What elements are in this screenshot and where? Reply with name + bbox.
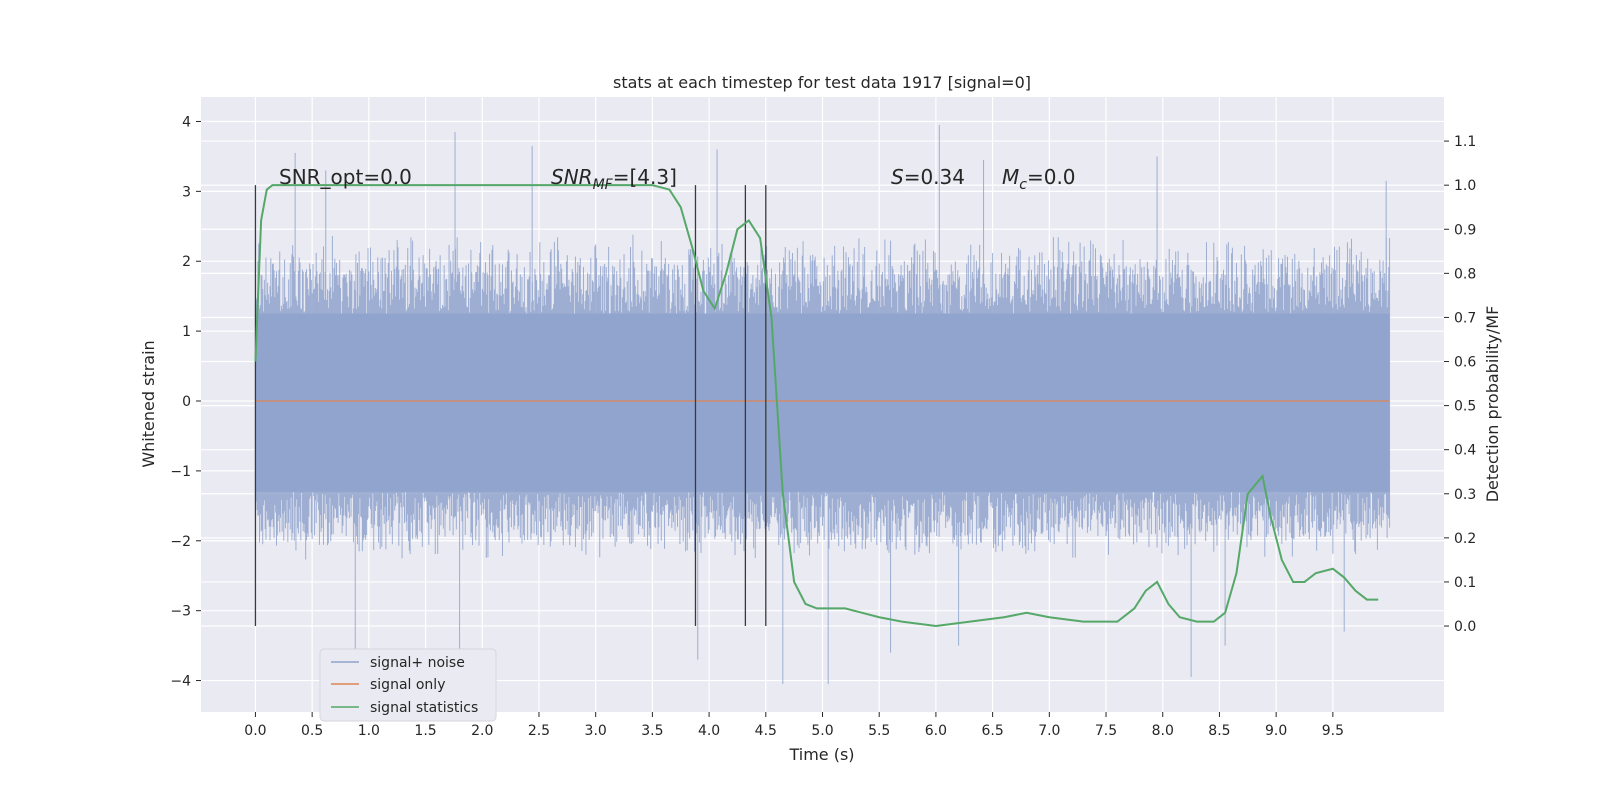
y-tick-label-5: 1 [182,324,191,340]
legend-label-signal-statistics: signal statistics [370,700,478,716]
y-tick-label-2: −2 [170,534,191,550]
x-tick-label-3: 1.5 [414,723,436,739]
y2-axis-label: Detection probability/MF [1483,306,1502,503]
annotation-snr-mf: SNRMF=[4.3] [551,165,677,193]
x-tick-label-16: 8.0 [1152,723,1174,739]
y-tick-label-4: 0 [182,394,191,410]
y2-tick-label-11: 1.1 [1454,134,1476,150]
signal-noise-dense-band [255,313,1390,492]
x-tick-label-8: 4.0 [698,723,720,739]
signal-noise-series [254,124,1391,688]
y-tick-label-3: −1 [170,464,191,480]
x-tick-label-18: 9.0 [1265,723,1287,739]
y2-tick-label-6: 0.6 [1454,355,1476,371]
x-tick-label-19: 9.5 [1322,723,1344,739]
y-axis-label: Whitened strain [139,340,158,467]
x-tick-label-11: 5.5 [868,723,890,739]
y2-axis-ticks: 0.0 0.1 0.2 0.3 0.4 0.5 0.6 0.7 0.8 0.9 1.0 1.1 [1444,134,1476,635]
x-tick-label-7: 3.5 [641,723,663,739]
x-tick-label-6: 3.0 [585,723,607,739]
legend: signal+ noise signal only signal statist… [319,648,497,722]
x-tick-label-14: 7.0 [1038,723,1060,739]
legend-box [319,648,497,722]
annotation-snr-opt: SNR_opt=0.0 [279,165,412,189]
x-axis-ticks: 0.0 0.5 1.0 1.5 2.0 2.5 3.0 3.5 4.0 4.5 5.0 5.5 6.0 6… [244,712,1344,739]
x-tick-label-10: 5.0 [811,723,833,739]
y2-tick-label-10: 1.0 [1454,178,1476,194]
chart-title: stats at each timestep for test data 191… [613,73,1031,92]
y2-tick-label-7: 0.7 [1454,310,1476,326]
x-tick-label-13: 6.5 [981,723,1003,739]
y2-tick-label-5: 0.5 [1454,399,1476,415]
y-tick-label-7: 3 [182,184,191,200]
y2-tick-label-1: 0.1 [1454,575,1476,591]
legend-label-signal-noise: signal+ noise [370,655,465,671]
x-tick-label-5: 2.5 [528,723,550,739]
signal-statistics-series [254,184,1379,628]
x-tick-label-2: 1.0 [358,723,380,739]
y-tick-label-1: −3 [170,604,191,620]
x-tick-label-1: 0.5 [301,723,323,739]
y-tick-label-8: 4 [182,114,191,130]
x-axis-label: Time (s) [788,745,854,764]
y-tick-label-6: 2 [182,254,191,270]
annotation-s: S=0.34 [891,165,965,189]
annotations: SNR_opt=0.0 SNRMF=[4.3] S=0.34 Mc=0.0 [279,165,1076,193]
legend-label-signal-only: signal only [370,677,445,693]
signal-statistics-line [254,184,1379,628]
annotation-mc: Mc=0.0 [1002,165,1076,193]
x-tick-label-12: 6.0 [925,723,947,739]
x-tick-label-17: 8.5 [1208,723,1230,739]
y-axis-ticks: −4 −3 −2 −1 0 1 2 3 4 [170,114,201,690]
y2-tick-label-3: 0.3 [1454,487,1476,503]
y2-tick-label-0: 0.0 [1454,619,1476,635]
y2-tick-label-2: 0.2 [1454,531,1476,547]
x-tick-label-4: 2.0 [471,723,493,739]
x-tick-label-15: 7.5 [1095,723,1117,739]
y-tick-label-0: −4 [170,674,191,690]
x-tick-label-0: 0.0 [244,723,266,739]
y2-tick-label-8: 0.8 [1454,266,1476,282]
y2-tick-label-4: 0.4 [1454,443,1476,459]
x-tick-label-9: 4.5 [755,723,777,739]
y2-tick-label-9: 0.9 [1454,222,1476,238]
